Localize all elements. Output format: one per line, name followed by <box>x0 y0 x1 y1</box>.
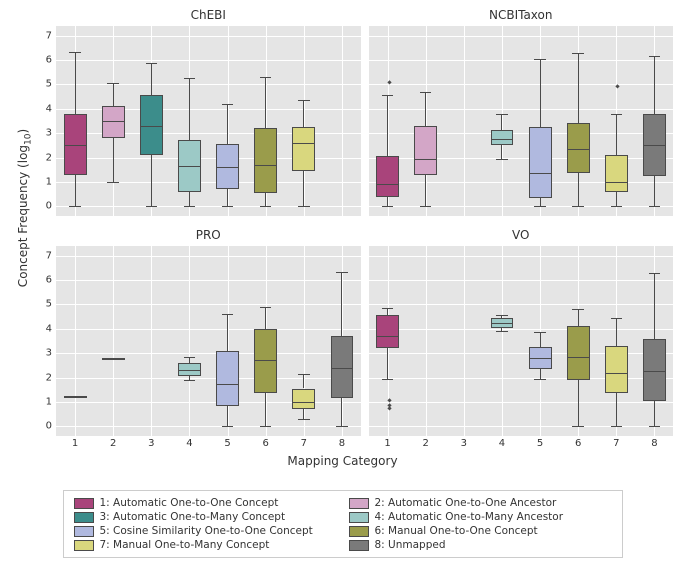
legend-label: 1: Automatic One-to-One Concept <box>100 497 279 509</box>
ytick-label: 2 <box>46 152 52 163</box>
box-cat-7 <box>605 155 628 192</box>
figure: Concept Frequency (log10) ChEBI01234567N… <box>8 8 677 558</box>
xtick-label: 8 <box>339 438 345 449</box>
legend-swatch <box>74 540 94 551</box>
box-cat-1 <box>64 114 87 175</box>
legend-swatch <box>349 512 369 523</box>
legend-swatch <box>74 512 94 523</box>
panel-chebi: ChEBI 01234567 <box>56 8 361 216</box>
legend-label: 4: Automatic One-to-Many Ancestor <box>375 511 564 523</box>
legend-swatch <box>349 526 369 537</box>
legend-swatch <box>74 526 94 537</box>
xtick-label: 2 <box>110 438 116 449</box>
xtick-label: 1 <box>384 438 390 449</box>
legend-label: 8: Unmapped <box>375 539 446 551</box>
box-cat-7 <box>292 127 315 171</box>
plot-area: 0123456712345678 <box>56 246 361 436</box>
box-cat-7 <box>605 346 628 394</box>
box-cat-8 <box>643 339 666 401</box>
xtick-label: 7 <box>301 438 307 449</box>
xtick-label: 4 <box>499 438 505 449</box>
ytick-label: 3 <box>46 128 52 139</box>
box-cat-5 <box>216 351 239 406</box>
x-axis-label: Mapping Category <box>8 454 677 470</box>
box-cat-5 <box>529 127 552 198</box>
legend-item-3: 3: Automatic One-to-Many Concept <box>74 511 337 523</box>
xtick-label: 6 <box>263 438 269 449</box>
panel-title: NCBITaxon <box>369 8 674 24</box>
panel-title: ChEBI <box>56 8 361 24</box>
legend-label: 5: Cosine Similarity One-to-One Concept <box>100 525 313 537</box>
box-cat-7 <box>292 389 315 410</box>
box-cat-6 <box>567 326 590 380</box>
ytick-label: 5 <box>46 79 52 90</box>
legend-item-2: 2: Automatic One-to-One Ancestor <box>349 497 612 509</box>
plot-area: 12345678 <box>369 246 674 436</box>
ytick-label: 3 <box>46 348 52 359</box>
legend-label: 3: Automatic One-to-Many Concept <box>100 511 286 523</box>
ytick-label: 7 <box>46 250 52 261</box>
legend-label: 2: Automatic One-to-One Ancestor <box>375 497 557 509</box>
ytick-label: 7 <box>46 30 52 41</box>
legend-swatch <box>349 498 369 509</box>
ytick-label: 0 <box>46 421 52 432</box>
legend-label: 7: Manual One-to-Many Concept <box>100 539 270 551</box>
panel-grid: ChEBI 01234567 NCBITaxon PRO 012345671234567… <box>56 8 673 436</box>
panel-vo: VO 12345678 <box>369 228 674 436</box>
legend: 1: Automatic One-to-One Concept 2: Automa… <box>63 490 623 558</box>
box-cat-4 <box>491 130 514 146</box>
box-cat-6 <box>254 128 277 193</box>
xtick-label: 5 <box>224 438 230 449</box>
xtick-label: 3 <box>461 438 467 449</box>
legend-item-6: 6: Manual One-to-One Concept <box>349 525 612 537</box>
box-cat-1 <box>376 315 399 348</box>
legend-item-8: 8: Unmapped <box>349 539 612 551</box>
xtick-label: 3 <box>148 438 154 449</box>
xtick-label: 6 <box>575 438 581 449</box>
ytick-label: 1 <box>46 176 52 187</box>
ytick-label: 0 <box>46 201 52 212</box>
panel-ncbitaxon: NCBITaxon <box>369 8 674 216</box>
legend-item-4: 4: Automatic One-to-Many Ancestor <box>349 511 612 523</box>
ytick-label: 6 <box>46 275 52 286</box>
xtick-label: 2 <box>423 438 429 449</box>
y-axis-label: Concept Frequency (log10) <box>16 129 33 287</box>
box-cat-1 <box>376 156 399 196</box>
legend-item-7: 7: Manual One-to-Many Concept <box>74 539 337 551</box>
legend-label: 6: Manual One-to-One Concept <box>375 525 538 537</box>
legend-item-1: 1: Automatic One-to-One Concept <box>74 497 337 509</box>
ytick-label: 1 <box>46 396 52 407</box>
ytick-label: 5 <box>46 299 52 310</box>
ytick-label: 2 <box>46 372 52 383</box>
legend-swatch <box>349 540 369 551</box>
ytick-label: 4 <box>46 323 52 334</box>
box-cat-2 <box>102 106 125 138</box>
xtick-label: 5 <box>537 438 543 449</box>
box-cat-2 <box>414 126 437 175</box>
panel-pro: PRO 0123456712345678 <box>56 228 361 436</box>
plot-area: 01234567 <box>56 26 361 216</box>
legend-item-5: 5: Cosine Similarity One-to-One Concept <box>74 525 337 537</box>
xtick-label: 1 <box>72 438 78 449</box>
legend-swatch <box>74 498 94 509</box>
xtick-label: 4 <box>186 438 192 449</box>
panel-title: VO <box>369 228 674 244</box>
plot-area <box>369 26 674 216</box>
xtick-label: 8 <box>651 438 657 449</box>
panel-title: PRO <box>56 228 361 244</box>
xtick-label: 7 <box>613 438 619 449</box>
ytick-label: 6 <box>46 55 52 66</box>
ytick-label: 4 <box>46 103 52 114</box>
